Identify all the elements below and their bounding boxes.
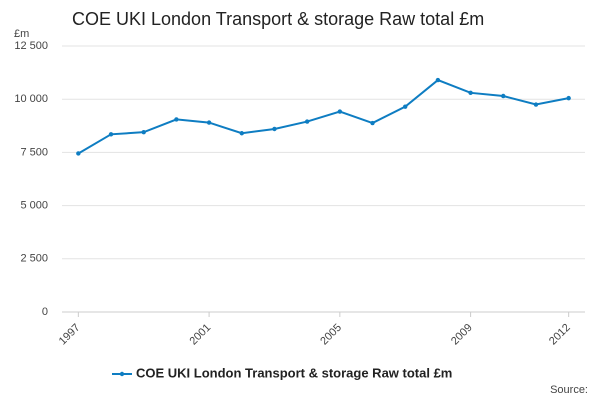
y-tick-label: 10 000 (14, 93, 48, 105)
legend-marker (119, 371, 125, 377)
x-tick-label: 2001 (187, 322, 213, 348)
point (337, 109, 343, 114)
y-tick-label: 2 500 (20, 253, 48, 265)
point (468, 90, 473, 96)
point (108, 132, 114, 137)
point (566, 95, 571, 101)
point (206, 120, 212, 125)
point (370, 120, 375, 126)
x-tick-label: 1997 (57, 322, 83, 348)
y-unit: £m (14, 28, 29, 40)
point (76, 151, 81, 156)
point (272, 126, 277, 132)
point (533, 102, 539, 107)
point (501, 93, 506, 99)
point (239, 131, 244, 136)
legend-label: COE UKI London Transport & storage Raw t… (136, 365, 452, 380)
y-tick-label: 5 000 (20, 200, 48, 212)
point (435, 77, 441, 83)
chart-title: COE UKI London Transport & storage Raw t… (72, 9, 484, 29)
point (174, 117, 179, 122)
y-tick-label: 7 500 (20, 146, 48, 158)
point (403, 104, 408, 109)
x-tick-label: 2012 (547, 322, 573, 348)
point (304, 119, 310, 124)
source: Source: (550, 384, 588, 396)
point (141, 129, 146, 135)
line (77, 78, 569, 155)
x-tick-label: 2005 (318, 322, 344, 348)
y-tick-label: 12 500 (14, 40, 48, 52)
y-tick-label: 0 (42, 306, 48, 318)
x-tick-label: 2009 (449, 322, 475, 348)
